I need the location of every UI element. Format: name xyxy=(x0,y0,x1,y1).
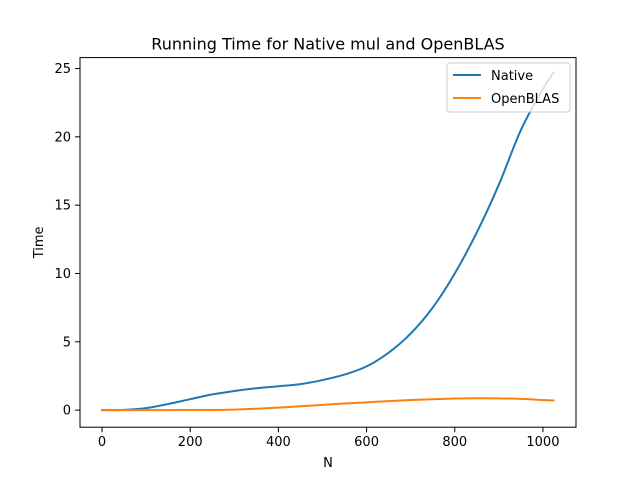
y-axis-ticks: 0 5 10 15 20 25 xyxy=(54,62,80,419)
y-tick-label: 25 xyxy=(54,62,71,77)
x-tick-label: 1000 xyxy=(526,435,559,450)
legend: Native OpenBLAS xyxy=(446,62,571,113)
y-tick-label: 10 xyxy=(54,267,71,282)
y-tick-label: 15 xyxy=(54,199,71,214)
y-tick-label: 5 xyxy=(63,335,71,350)
plot-frame xyxy=(79,57,577,428)
y-tick-label: 20 xyxy=(54,130,71,145)
x-tick-label: 800 xyxy=(442,435,467,450)
chart-title: Running Time for Native mul and OpenBLAS xyxy=(151,35,504,54)
series-layer xyxy=(101,71,555,412)
x-axis-ticks: 0 200 400 600 800 1000 xyxy=(98,427,559,450)
legend-label-openblas: OpenBLAS xyxy=(491,92,559,107)
y-tick-label: 0 xyxy=(63,404,71,419)
x-axis-label: N xyxy=(323,456,333,471)
series-line-native xyxy=(101,71,555,412)
y-axis-label: Time xyxy=(32,226,47,259)
x-tick-label: 600 xyxy=(354,435,379,450)
legend-label-native: Native xyxy=(491,69,533,84)
series-line-openblas xyxy=(101,397,555,412)
x-tick-label: 400 xyxy=(266,435,291,450)
x-tick-label: 0 xyxy=(98,435,106,450)
x-tick-label: 200 xyxy=(178,435,203,450)
